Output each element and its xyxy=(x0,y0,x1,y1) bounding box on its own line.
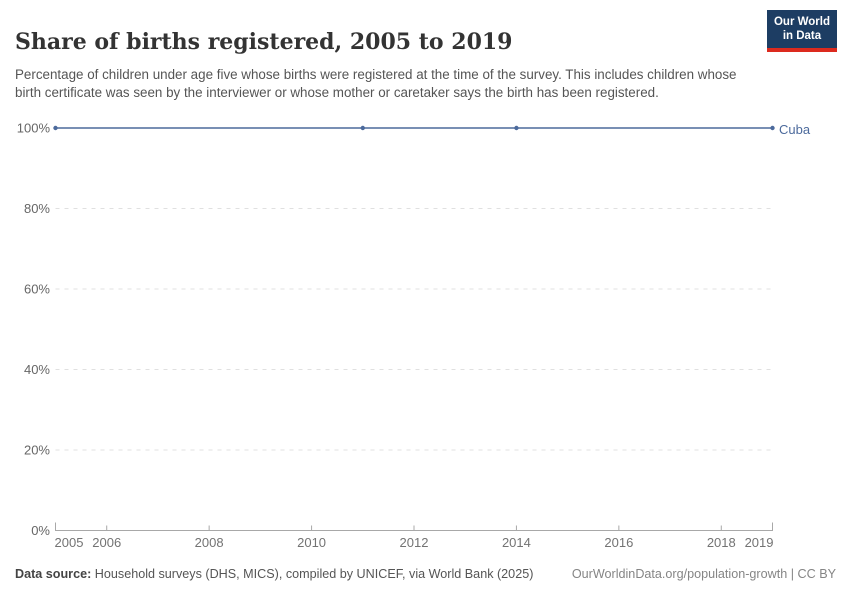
chart-footer: Data source: Household surveys (DHS, MIC… xyxy=(15,567,836,581)
data-point xyxy=(514,125,519,131)
x-axis-tick-label: 2014 xyxy=(502,535,531,550)
y-axis-tick-label: 20% xyxy=(24,443,50,458)
data-point xyxy=(360,125,365,131)
data-source-note: Data source: Household surveys (DHS, MIC… xyxy=(15,567,533,581)
x-axis-tick-label: 2012 xyxy=(400,535,429,550)
y-axis-tick-label: 60% xyxy=(24,282,50,297)
x-axis-tick-label: 2018 xyxy=(707,535,736,550)
license-credit-link[interactable]: OurWorldinData.org/population-growth | C… xyxy=(571,567,836,581)
x-axis-tick-label: 2008 xyxy=(195,535,224,550)
owid-logo[interactable]: Our World in Data xyxy=(766,10,837,52)
x-axis-tick-label: 2006 xyxy=(92,535,121,550)
chart-canvas: 0% 20% 40% 60% 80% 100% 2005 2006 2008 2010 2012 20… xyxy=(17,121,775,550)
x-axis-tick-label: 2016 xyxy=(604,535,633,550)
x-axis-tick-label: 2005 xyxy=(55,535,84,550)
data-point xyxy=(770,125,775,131)
y-axis-tick-label: 0% xyxy=(31,523,50,538)
series-label-cuba[interactable]: Cuba xyxy=(779,122,811,137)
chart-subtitle: Percentage of children under age five wh… xyxy=(15,67,737,100)
x-axis-tick-label: 2019 xyxy=(745,535,774,550)
x-axis-tick-label: 2010 xyxy=(297,535,326,550)
line-chart: 0% 20% 40% 60% 80% 100% 2005 2006 2008 2010 2012 20… xyxy=(0,110,850,570)
owid-logo-line2: in Data xyxy=(782,30,822,42)
y-axis-tick-label: 40% xyxy=(24,362,50,377)
data-source-label: Data source: xyxy=(15,567,92,581)
page-title: Share of births registered, 2005 to 2019 xyxy=(15,28,513,55)
y-axis-tick-label: 100% xyxy=(17,121,51,136)
y-axis-tick-label: 80% xyxy=(24,201,50,216)
data-point xyxy=(53,125,58,131)
data-source-text: Household surveys (DHS, MICS), compiled … xyxy=(91,567,534,581)
owid-logo-line1: Our World xyxy=(773,16,830,28)
